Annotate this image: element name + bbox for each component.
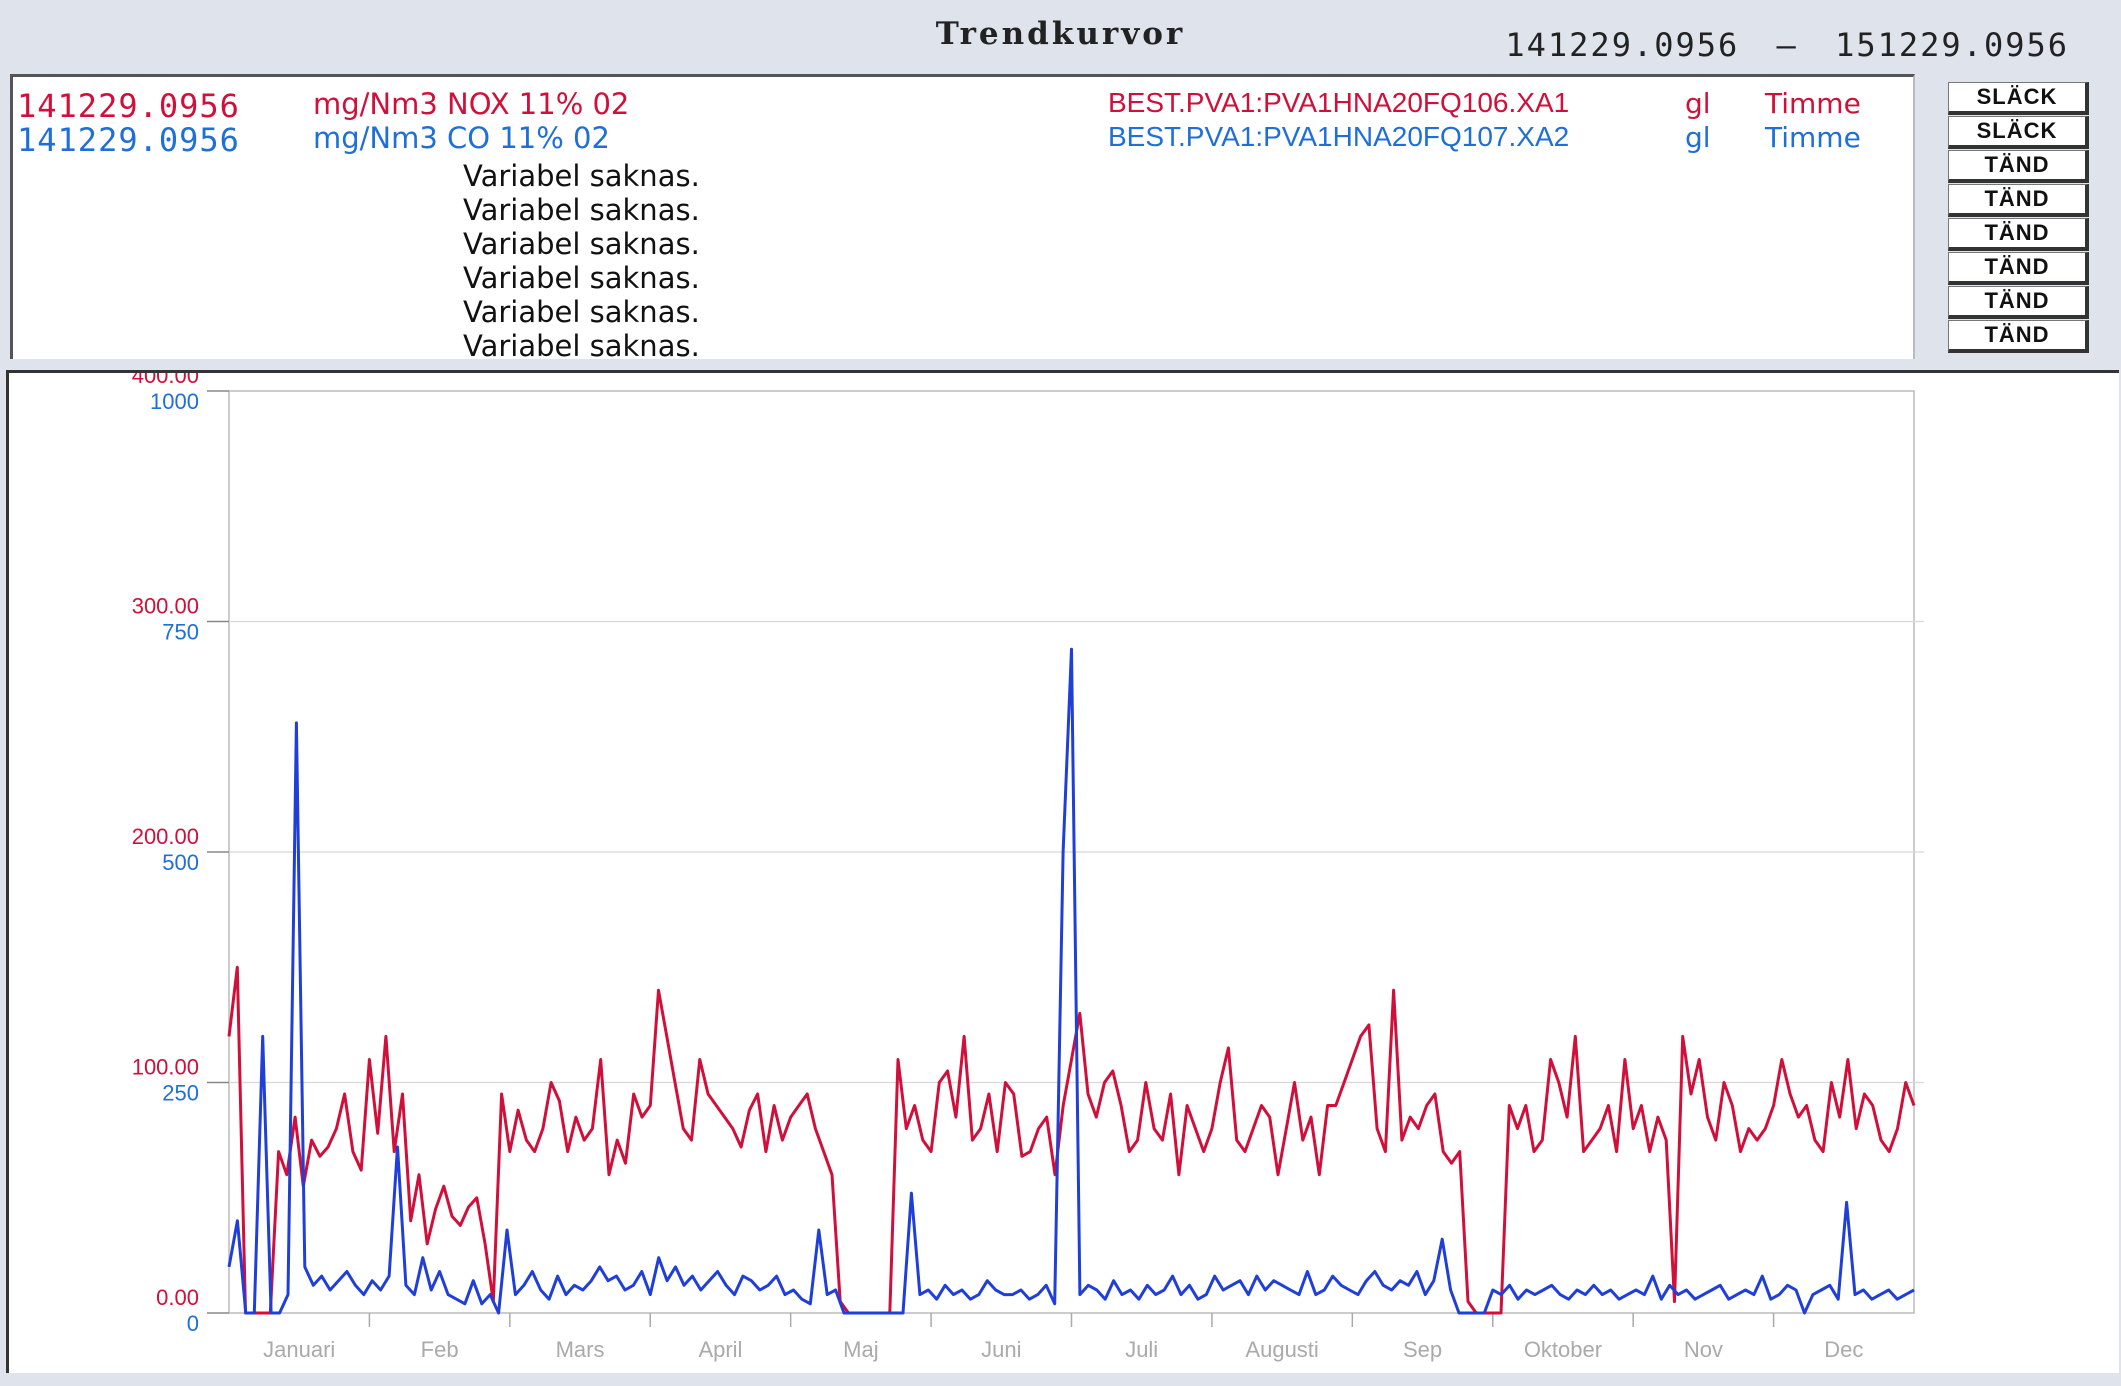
time-range: 141229.0956 — 151229.0956 — [1505, 26, 2069, 64]
x-tick-label: Mars — [556, 1337, 605, 1362]
range-separator: — — [1776, 26, 1798, 64]
x-tick-label: Juni — [981, 1337, 1021, 1362]
y-tick-label-nox: 300.00 — [132, 594, 199, 619]
toggle-button-1[interactable]: SLÄCK — [1948, 82, 2089, 115]
legend-unit: mg/Nm3 NOX 11% 02 — [313, 87, 630, 121]
legend-tag: BEST.PVA1:PVA1HNA20FQ106.XA1 — [1108, 87, 1570, 118]
x-tick-label: Sep — [1403, 1337, 1442, 1362]
x-tick-label: Augusti — [1245, 1337, 1318, 1362]
range-end: 151229.0956 — [1835, 26, 2069, 64]
y-tick-label-co: 500 — [162, 850, 199, 875]
y-tick-label-nox: 200.00 — [132, 824, 199, 849]
y-tick-label-nox: 100.00 — [132, 1055, 199, 1080]
x-tick-label: Dec — [1824, 1337, 1863, 1362]
legend-unit: mg/Nm3 CO 11% 02 — [313, 121, 610, 155]
y-tick-label-nox: 400.00 — [132, 373, 199, 388]
missing-variable: Variabel saknas. — [463, 261, 700, 295]
range-start: 141229.0956 — [1505, 26, 1740, 64]
toggle-button-8[interactable]: TÄND — [1948, 320, 2089, 353]
toggle-button-5[interactable]: TÄND — [1948, 218, 2089, 251]
toggle-button-2[interactable]: SLÄCK — [1948, 116, 2089, 149]
x-tick-label: Maj — [843, 1337, 878, 1362]
y-tick-label-co: 0 — [187, 1311, 199, 1336]
legend-gl: gl — [1685, 121, 1711, 154]
toggle-button-4[interactable]: TÄND — [1948, 184, 2089, 217]
page-title: Trendkurvor — [935, 16, 1186, 52]
legend-gl: gl — [1685, 87, 1711, 120]
toggle-button-6[interactable]: TÄND — [1948, 252, 2089, 285]
x-tick-label: Januari — [263, 1337, 335, 1362]
legend-panel: 141229.0956 mg/Nm3 NOX 11% 02 BEST.PVA1:… — [10, 74, 1915, 363]
y-tick-label-co: 750 — [162, 620, 199, 645]
y-tick-label-co: 250 — [162, 1081, 199, 1106]
x-tick-label: Juli — [1125, 1337, 1158, 1362]
missing-variable: Variabel saknas. — [463, 295, 700, 329]
missing-variable: Variabel saknas. — [463, 329, 700, 363]
y-tick-label-nox: 0.00 — [156, 1285, 199, 1310]
legend-period: Timme — [1765, 121, 1861, 154]
missing-variable: Variabel saknas. — [463, 193, 700, 227]
x-tick-label: Oktober — [1524, 1337, 1602, 1362]
legend-period: Timme — [1765, 87, 1861, 120]
legend-time: 141229.0956 — [17, 87, 240, 125]
toggle-button-7[interactable]: TÄND — [1948, 286, 2089, 319]
series-line-nox — [227, 965, 1916, 1315]
y-tick-label-co: 1000 — [150, 389, 199, 414]
missing-variable: Variabel saknas. — [463, 159, 700, 193]
legend-tag: BEST.PVA1:PVA1HNA20FQ107.XA2 — [1108, 121, 1570, 152]
x-tick-label: Nov — [1684, 1337, 1723, 1362]
toggle-button-3[interactable]: TÄND — [1948, 150, 2089, 183]
missing-variable: Variabel saknas. — [463, 227, 700, 261]
legend-time: 141229.0956 — [17, 121, 240, 159]
x-tick-label: April — [698, 1337, 742, 1362]
x-tick-label: Feb — [421, 1337, 459, 1362]
series-line-co — [227, 647, 1915, 1315]
chart-panel: 400.00 1000 300.00 750 200.00 500 100.00 250 0.0… — [6, 363, 2119, 1373]
